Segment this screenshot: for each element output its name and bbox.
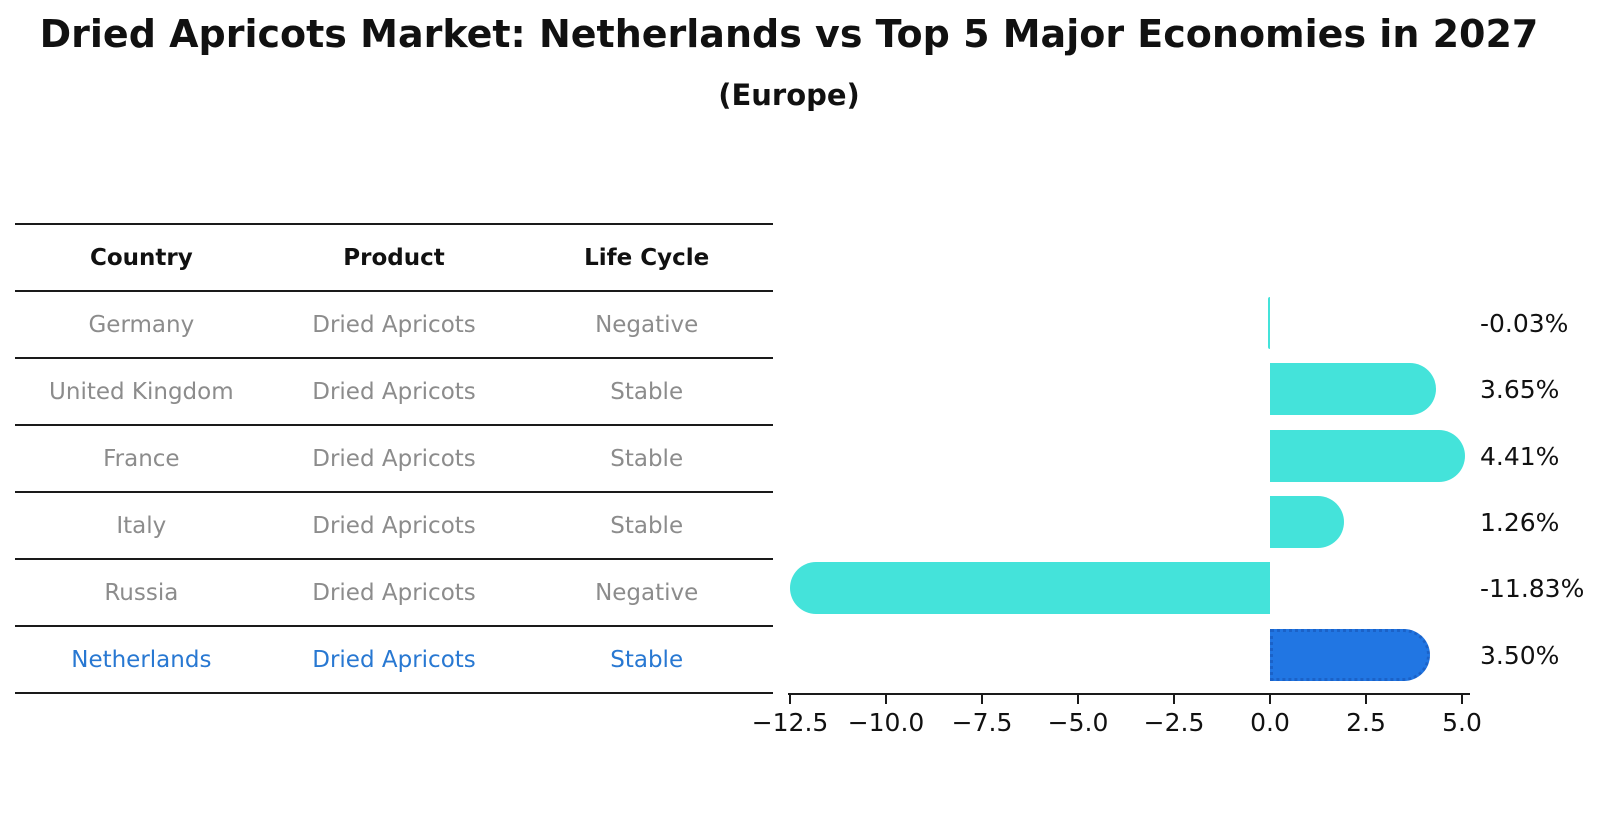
- x-axis-tick: [789, 695, 791, 704]
- x-axis-line: [788, 693, 1470, 695]
- bar-netherlands: [1270, 628, 1431, 681]
- bar-united-kingdom: [1270, 363, 1437, 416]
- cell-life-cycle: Stable: [610, 646, 684, 673]
- bar-russia: [789, 562, 1270, 615]
- cell-life-cycle: Stable: [610, 512, 684, 539]
- x-axis-tick-label: −2.5: [1143, 708, 1205, 737]
- column-header-product: Product: [343, 244, 445, 271]
- cell-country: France: [103, 445, 180, 472]
- table-body: Germany Dried Apricots Negative United King…: [15, 292, 773, 694]
- x-axis-tick: [1077, 695, 1079, 704]
- table-row: United Kingdom Dried Apricots Stable: [15, 359, 773, 426]
- table-row: Germany Dried Apricots Negative: [15, 292, 773, 359]
- table-row: Netherlands Dried Apricots Stable: [15, 627, 773, 694]
- x-axis-tick-label: 2.5: [1346, 708, 1386, 737]
- bar-italy: [1270, 496, 1345, 549]
- x-axis-tick: [981, 695, 983, 704]
- table-header-row: Country Product Life Cycle: [15, 225, 773, 292]
- bar-value-label: 4.41%: [1480, 441, 1560, 471]
- cell-product: Dried Apricots: [312, 311, 476, 338]
- cell-product: Dried Apricots: [312, 646, 476, 673]
- cell-life-cycle: Stable: [610, 445, 684, 472]
- cell-life-cycle: Stable: [610, 378, 684, 405]
- country-table: Country Product Life Cycle Germany Dried …: [15, 223, 773, 694]
- column-header-country: Country: [89, 244, 193, 271]
- x-axis-tick-label: −5.0: [1047, 708, 1109, 737]
- page-subtitle: (Europe): [718, 78, 860, 112]
- bar-value-label: 1.26%: [1480, 508, 1560, 538]
- cell-country: Netherlands: [71, 646, 212, 673]
- column-header-life-cycle: Life Cycle: [584, 244, 710, 271]
- bar-france: [1270, 429, 1466, 482]
- bar-value-label: 3.65%: [1480, 375, 1560, 405]
- cell-country: Russia: [104, 579, 179, 606]
- bar-value-label: 3.50%: [1480, 640, 1560, 670]
- table-row: France Dried Apricots Stable: [15, 426, 773, 493]
- cell-product: Dried Apricots: [312, 445, 476, 472]
- table-row: Italy Dried Apricots Stable: [15, 493, 773, 560]
- x-axis-tick-label: 0.0: [1250, 708, 1290, 737]
- cell-country: Germany: [88, 311, 195, 338]
- bar-value-label: -11.83%: [1480, 574, 1585, 604]
- x-axis-tick: [1365, 695, 1367, 704]
- cell-product: Dried Apricots: [312, 512, 476, 539]
- x-axis-tick: [1269, 695, 1271, 704]
- table-row: Russia Dried Apricots Negative: [15, 560, 773, 627]
- x-axis-tick-label: 5.0: [1442, 708, 1482, 737]
- cell-product: Dried Apricots: [312, 579, 476, 606]
- bar-germany: [1268, 297, 1270, 350]
- bar-value-label: -0.03%: [1480, 309, 1569, 339]
- x-axis-tick-label: −10.0: [847, 708, 925, 737]
- cell-life-cycle: Negative: [595, 579, 699, 606]
- cell-country: United Kingdom: [49, 378, 234, 405]
- x-axis-tick: [885, 695, 887, 704]
- x-axis-tick: [1173, 695, 1175, 704]
- cell-life-cycle: Negative: [595, 311, 699, 338]
- x-axis-tick-label: −12.5: [751, 708, 829, 737]
- page-title: Dried Apricots Market: Netherlands vs To…: [39, 12, 1539, 56]
- x-axis-tick: [1461, 695, 1463, 704]
- cell-product: Dried Apricots: [312, 378, 476, 405]
- cell-country: Italy: [116, 512, 167, 539]
- x-axis-tick-label: −7.5: [951, 708, 1013, 737]
